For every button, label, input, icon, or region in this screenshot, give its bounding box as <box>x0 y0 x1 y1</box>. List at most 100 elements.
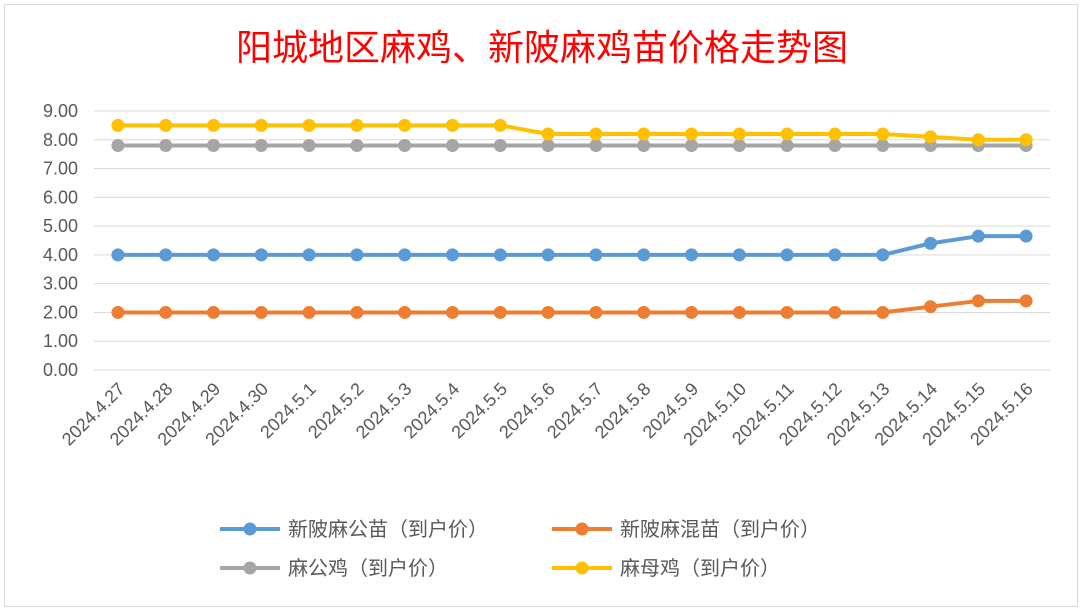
y-tick-label: 8.00 <box>43 130 78 150</box>
data-point <box>254 305 268 319</box>
legend-label: 新陂麻混苗（到户价） <box>620 517 820 541</box>
data-point <box>828 248 842 262</box>
series-line <box>115 298 1029 315</box>
y-tick-label: 5.00 <box>43 216 78 236</box>
data-point <box>302 248 316 262</box>
series-group <box>111 229 1033 262</box>
data-point <box>828 305 842 319</box>
data-point <box>350 248 364 262</box>
data-point <box>924 130 937 144</box>
data-point <box>780 127 794 141</box>
data-point <box>159 305 173 319</box>
data-point <box>685 139 698 153</box>
legend-swatch-marker <box>575 561 589 575</box>
legend-label: 麻公鸡（到户价） <box>288 556 448 580</box>
data-point <box>971 229 985 243</box>
y-tick-label: 9.00 <box>43 101 78 121</box>
legend-item: 新陂麻公苗（到户价） <box>220 517 488 541</box>
data-point <box>732 127 746 141</box>
data-point <box>254 139 268 153</box>
data-point <box>446 139 459 153</box>
series-layer <box>111 118 1033 319</box>
data-point <box>446 248 459 262</box>
data-point <box>493 305 507 319</box>
data-point <box>541 127 555 141</box>
data-point <box>732 248 746 262</box>
data-point <box>637 127 651 141</box>
y-tick-label: 6.00 <box>43 187 78 207</box>
y-tick-label: 4.00 <box>43 245 78 265</box>
series-group <box>111 118 1033 147</box>
data-point <box>111 139 125 153</box>
series-group <box>111 294 1033 319</box>
data-point <box>159 248 173 262</box>
data-point <box>398 139 412 153</box>
data-point <box>302 118 316 132</box>
data-point <box>828 139 842 153</box>
x-axis-ticks: 2024.4.272024.4.282024.4.292024.4.302024… <box>58 379 1037 450</box>
data-point <box>637 305 651 319</box>
data-point <box>159 118 173 132</box>
data-point <box>637 248 651 262</box>
data-point <box>446 118 459 132</box>
data-point <box>207 248 220 262</box>
legend-item: 新陂麻混苗（到户价） <box>552 517 820 541</box>
data-point <box>350 139 364 153</box>
series-line <box>115 234 1029 257</box>
legend-item: 麻公鸡（到户价） <box>220 556 448 580</box>
data-point <box>876 248 890 262</box>
data-point <box>541 305 555 319</box>
data-point <box>780 248 794 262</box>
data-point <box>350 118 364 132</box>
data-point <box>207 139 220 153</box>
data-point <box>541 248 555 262</box>
data-point <box>541 139 555 153</box>
data-point <box>254 118 268 132</box>
data-point <box>924 236 937 250</box>
data-point <box>111 118 125 132</box>
data-point <box>589 305 603 319</box>
data-point <box>493 118 507 132</box>
data-point <box>637 139 651 153</box>
data-point <box>780 305 794 319</box>
y-tick-label: 2.00 <box>43 302 78 322</box>
data-point <box>493 248 507 262</box>
data-point <box>589 139 603 153</box>
series-line <box>115 123 1029 142</box>
data-point <box>876 127 890 141</box>
legend-swatch-marker <box>243 522 257 536</box>
data-point <box>207 118 220 132</box>
data-point <box>924 300 937 314</box>
data-point <box>302 305 316 319</box>
chart-title: 阳城地区麻鸡、新陂麻鸡苗价格走势图 <box>236 28 848 69</box>
data-point <box>780 139 794 153</box>
data-point <box>685 248 698 262</box>
data-point <box>732 139 746 153</box>
legend-label: 新陂麻公苗（到户价） <box>288 517 488 541</box>
data-point <box>876 305 890 319</box>
y-tick-label: 1.00 <box>43 331 78 351</box>
data-point <box>350 305 364 319</box>
series-group <box>111 139 1033 153</box>
legend-label: 麻母鸡（到户价） <box>620 556 780 580</box>
data-point <box>1019 229 1033 243</box>
data-point <box>876 139 890 153</box>
data-point <box>971 294 985 308</box>
data-point <box>1019 294 1033 308</box>
data-point <box>398 305 412 319</box>
data-point <box>732 305 746 319</box>
data-point <box>111 248 125 262</box>
y-axis-ticks: 0.00 1.00 2.00 3.00 4.00 5.00 6.00 7.00 8.00 9.00 <box>43 101 78 380</box>
data-point <box>159 139 173 153</box>
data-point <box>398 118 412 132</box>
legend-swatch-marker <box>575 522 589 536</box>
data-point <box>111 305 125 319</box>
data-point <box>589 127 603 141</box>
chart-frame <box>4 4 1078 607</box>
data-point <box>446 305 459 319</box>
y-tick-label: 3.00 <box>43 274 78 294</box>
legend-item: 麻母鸡（到户价） <box>552 556 780 580</box>
data-point <box>828 127 842 141</box>
y-tick-label: 7.00 <box>43 159 78 179</box>
